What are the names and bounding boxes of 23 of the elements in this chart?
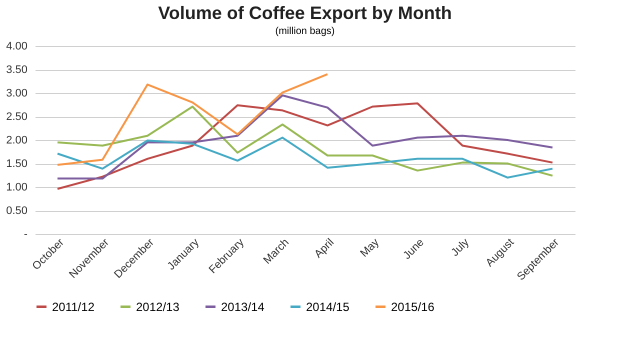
legend-label: 2011/12 [52,300,95,314]
legend-label: 2012/13 [136,300,180,314]
y-tick-label: 3.00 [6,88,28,100]
y-tick-label: - [24,228,28,240]
line-series [56,94,554,180]
chart-subtitle: (million bags) [275,26,335,37]
line-series [56,136,554,179]
y-tick-label: 1.00 [6,182,28,194]
y-tick-label: 2.00 [6,134,28,146]
chart-title: Volume of Coffee Export by Month [158,3,452,23]
line-series [56,102,554,190]
x-tick-label: May [358,236,382,260]
y-tick-label: 4.00 [6,40,28,52]
y-tick-label: 2.50 [6,111,28,123]
y-tick-label: 0.50 [6,205,28,217]
y-tick-label: 1.50 [6,158,28,170]
legend-label: 2013/14 [221,300,265,314]
line-series [56,106,554,177]
legend-label: 2015/16 [391,300,435,314]
legend-label: 2014/15 [306,300,350,314]
y-tick-label: 3.50 [6,64,28,76]
x-tick-label: July [449,236,472,259]
line-series [56,73,328,166]
